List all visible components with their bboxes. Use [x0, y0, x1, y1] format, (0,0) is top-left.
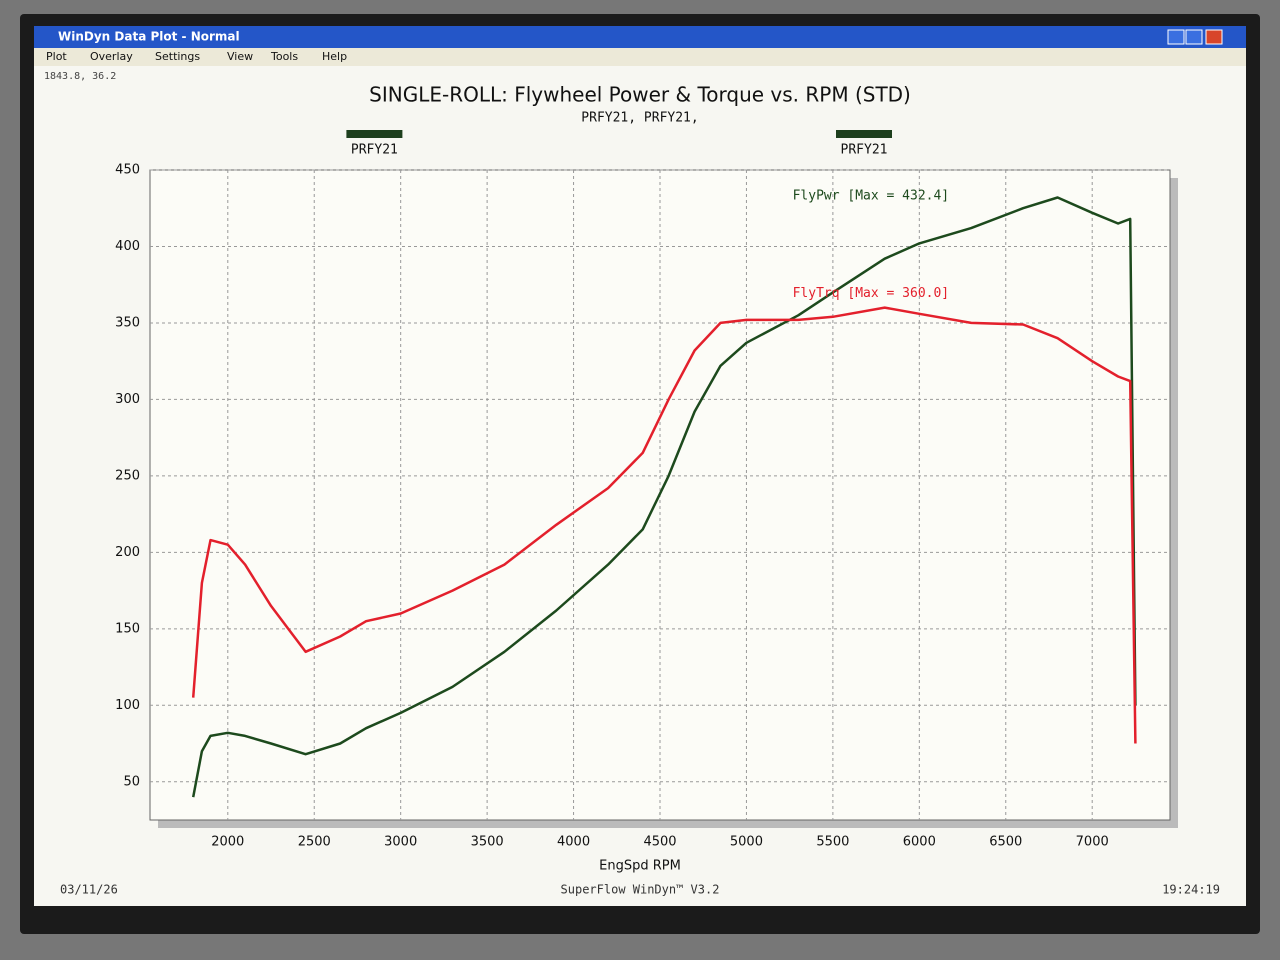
- x-tick-label: 2000: [211, 835, 244, 850]
- menu-item[interactable]: Help: [322, 50, 347, 63]
- y-tick-label: 150: [115, 621, 140, 636]
- maximize-button[interactable]: [1185, 29, 1203, 45]
- menu: Plot Overlay Settings View Tools Help: [46, 50, 347, 63]
- legend-label: PRFY21: [841, 143, 888, 158]
- series-line: [191, 196, 1137, 798]
- menu-item[interactable]: Plot: [46, 50, 67, 63]
- y-tick-label: 250: [115, 468, 140, 483]
- plot: 50 100 150 200 250 300 350 400 450 2000 2500 3000 35…: [115, 130, 1178, 850]
- menu-item[interactable]: Tools: [270, 50, 298, 63]
- chart-title: SINGLE-ROLL: Flywheel Power & Torque vs.…: [369, 83, 911, 107]
- y-tick-label: 350: [115, 315, 140, 330]
- y-tick-label: 100: [115, 698, 140, 713]
- legend-label: PRFY21: [351, 143, 398, 158]
- x-tick-label: 3500: [471, 835, 504, 850]
- menu-bar: [34, 48, 1246, 66]
- legend-swatch: [836, 130, 892, 138]
- series-annotation: FlyPwr [Max = 432.4]: [793, 189, 950, 204]
- y-tick-label: 450: [115, 163, 140, 178]
- minimize-button[interactable]: [1167, 29, 1185, 45]
- footer-time: 19:24:19: [1162, 883, 1220, 897]
- cursor-readout: 1843.8, 36.2: [44, 71, 116, 82]
- x-tick-label: 5500: [816, 835, 849, 850]
- x-tick-label: 3000: [384, 835, 417, 850]
- chart-subtitle: PRFY21, PRFY21,: [581, 111, 698, 126]
- series-annotation: FlyTrq [Max = 360.0]: [793, 286, 950, 301]
- close-button[interactable]: [1205, 29, 1223, 45]
- x-tick-label: 4500: [643, 835, 676, 850]
- menu-item[interactable]: Overlay: [90, 50, 133, 63]
- title-bar: [34, 26, 1246, 48]
- series-line: [191, 306, 1137, 744]
- x-tick-label: 2500: [298, 835, 331, 850]
- x-tick-label: 6000: [903, 835, 936, 850]
- x-tick-label: 6500: [989, 835, 1022, 850]
- y-tick-label: 200: [115, 545, 140, 560]
- menu-item[interactable]: Settings: [155, 50, 200, 63]
- x-tick-label: 7000: [1076, 835, 1109, 850]
- y-tick-label: 300: [115, 392, 140, 407]
- footer-date: 03/11/26: [60, 883, 118, 897]
- x-tick-label: 5000: [730, 835, 763, 850]
- y-tick-label: 50: [123, 774, 140, 789]
- x-axis-label: EngSpd RPM: [599, 859, 681, 874]
- menu-item[interactable]: View: [227, 50, 253, 63]
- window-title: WinDyn Data Plot - Normal: [58, 30, 240, 44]
- x-tick-label: 4000: [557, 835, 590, 850]
- legend-swatch: [346, 130, 403, 138]
- y-tick-label: 400: [115, 239, 140, 254]
- footer-app: SuperFlow WinDyn™ V3.2: [561, 883, 720, 897]
